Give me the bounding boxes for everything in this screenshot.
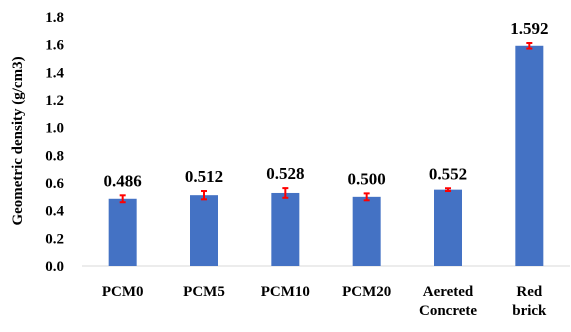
error-bar xyxy=(363,192,370,202)
bar xyxy=(108,198,137,266)
data-label: 0.500 xyxy=(348,169,386,188)
y-tick-label: 1.2 xyxy=(45,93,64,109)
bar xyxy=(515,45,544,267)
y-tick-label: 0.6 xyxy=(45,176,64,192)
bar xyxy=(352,196,381,266)
category-label: PCM5 xyxy=(183,284,225,300)
error-bar xyxy=(526,42,533,50)
y-tick-label: 0.4 xyxy=(45,204,64,220)
data-label: 0.512 xyxy=(185,167,223,186)
category-label: Aereted xyxy=(423,284,474,300)
y-tick-label: 1.0 xyxy=(45,121,64,137)
category-label: Concrete xyxy=(419,303,477,319)
y-tick-label: 0.2 xyxy=(45,231,64,247)
error-bar xyxy=(282,187,289,199)
y-tick-label: 1.8 xyxy=(45,10,64,26)
bar xyxy=(434,189,462,266)
y-tick-label: 1.4 xyxy=(45,65,64,81)
category-label: PCM10 xyxy=(261,284,310,300)
error-bars xyxy=(119,42,533,204)
bars xyxy=(108,45,544,267)
category-label: Red xyxy=(516,284,542,300)
category-label: PCM20 xyxy=(342,284,391,300)
error-bar xyxy=(201,190,207,201)
y-axis-title-group: Geometric density (g/cm3) xyxy=(10,56,26,225)
error-bar xyxy=(119,194,126,204)
category-labels: PCM0 PCM5 PCM10 PCM20 Aereted Concrete Red bric… xyxy=(102,284,547,319)
y-tick-label: 0.8 xyxy=(45,148,64,164)
y-tick-label: 1.6 xyxy=(45,38,64,54)
category-label: brick xyxy=(512,303,547,319)
bar xyxy=(271,192,300,266)
data-label: 1.592 xyxy=(510,19,548,38)
y-axis-title: Geometric density (g/cm3) xyxy=(10,56,26,225)
category-label: PCM0 xyxy=(102,284,144,300)
y-axis-ticks: 0.0 0.2 0.4 0.6 0.8 1.0 1.2 1.4 1.6 1.8 xyxy=(45,10,64,275)
data-label: 0.552 xyxy=(429,164,467,183)
y-tick-label: 0.0 xyxy=(45,259,64,275)
data-labels: 0.486 0.512 0.528 0.500 0.552 1.592 xyxy=(104,19,549,190)
data-label: 0.528 xyxy=(266,164,304,183)
data-label: 0.486 xyxy=(104,171,142,190)
error-bar xyxy=(445,187,451,193)
bar xyxy=(190,195,218,266)
